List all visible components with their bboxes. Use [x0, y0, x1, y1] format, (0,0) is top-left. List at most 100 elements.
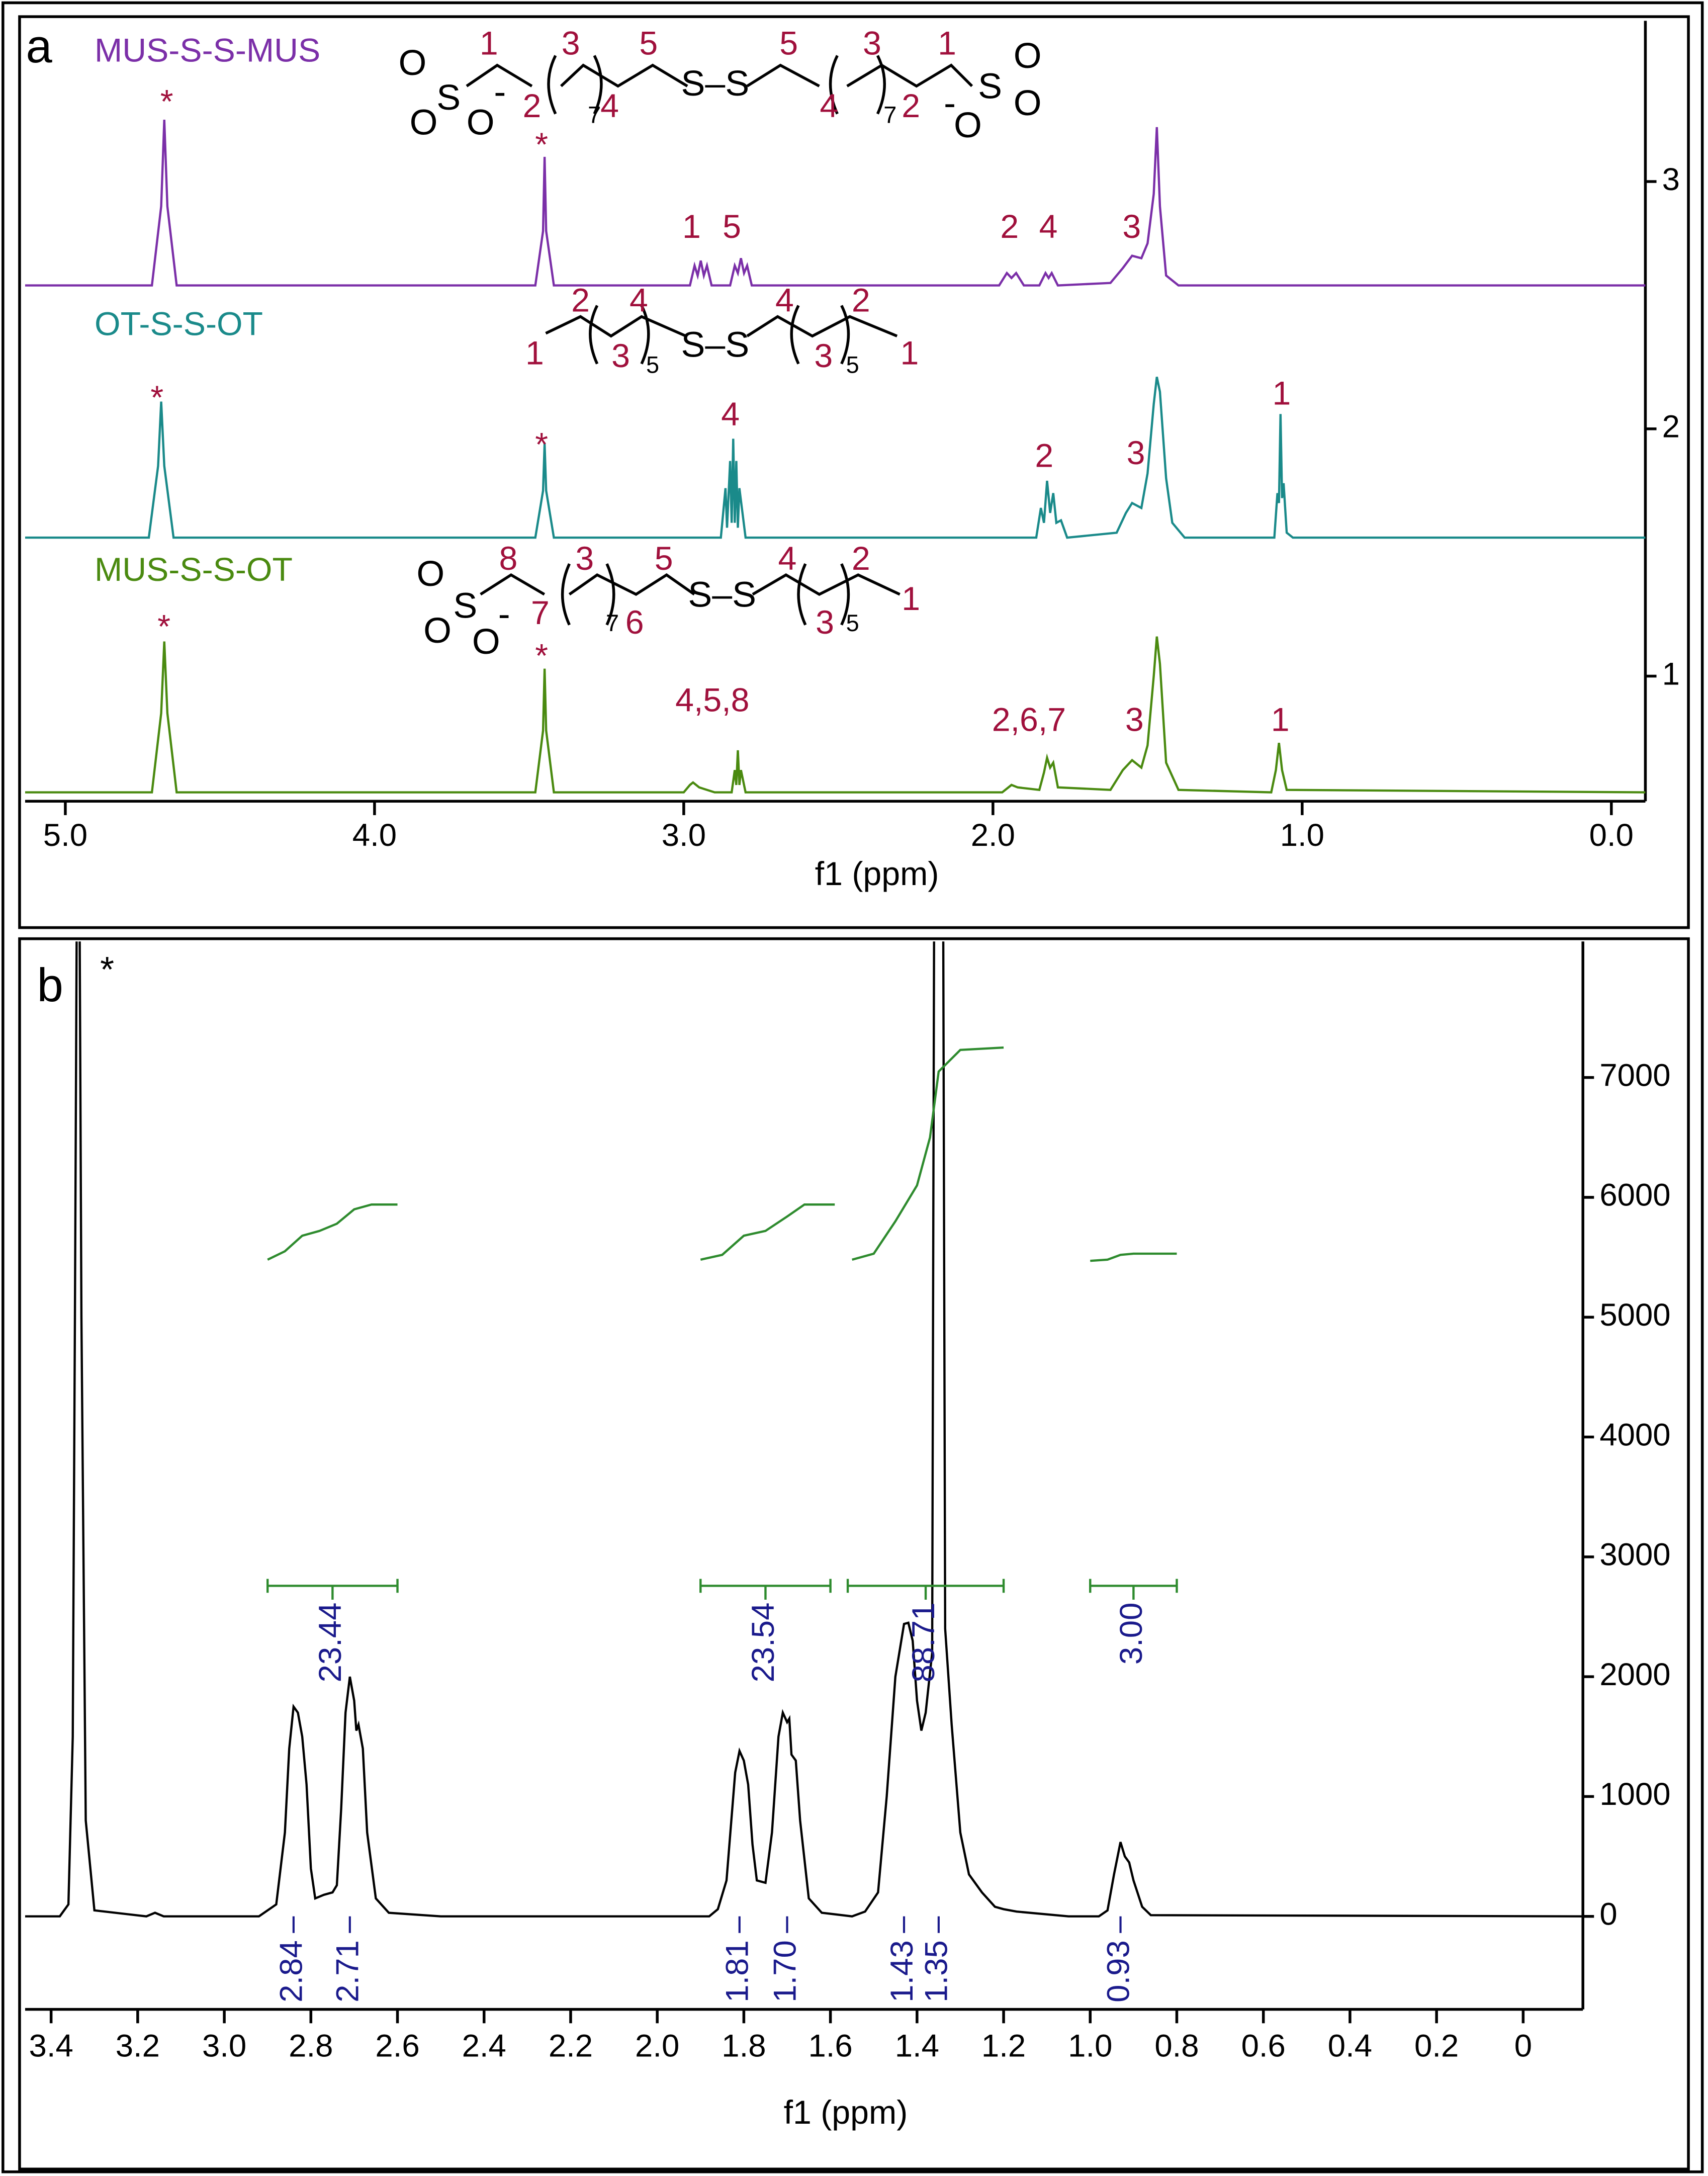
structure-label: O — [954, 105, 982, 145]
structure-label: 4 — [778, 540, 797, 577]
structure-label: 4 — [600, 88, 619, 125]
structure-label: O — [410, 102, 438, 142]
y-tick-label: 1 — [1662, 656, 1680, 691]
x-tick-label: 3.4 — [29, 2029, 73, 2064]
bond — [466, 63, 533, 88]
structure-label: 1 — [480, 25, 498, 62]
structure-label: 3 — [814, 337, 833, 375]
x-tick-label: 0 — [1514, 2029, 1532, 2064]
peak-annotation: * — [535, 126, 548, 163]
peak-annotation: 1 — [682, 208, 701, 245]
y-tick-label: 2 — [1662, 409, 1680, 445]
structure-label: S — [453, 585, 477, 626]
integral-label: 23.44 — [313, 1603, 348, 1683]
structure-label: - — [498, 594, 510, 634]
x-tick-label: 2.0 — [635, 2029, 679, 2064]
structure-label: O — [472, 622, 500, 662]
y-tick-label: 6000 — [1599, 1178, 1670, 1213]
x-tick-label: 3.0 — [662, 818, 706, 853]
peak-annotation: 1 — [1271, 701, 1290, 738]
integral-bracket — [699, 1579, 832, 1600]
structure-label: 5 — [655, 540, 673, 577]
series-label: OT-S-S-OT — [95, 305, 263, 342]
plot-area — [25, 120, 1646, 794]
panel-a-frame — [18, 15, 1690, 929]
x-tick-label: 1.4 — [895, 2029, 939, 2064]
structure-label: 1 — [525, 334, 544, 372]
peak-label: 1.35 — [919, 1940, 954, 2003]
spectrum-line — [25, 941, 1583, 1918]
y-tick-label: 3 — [1662, 162, 1680, 197]
x-tick-label: 1.0 — [1280, 818, 1324, 853]
structure-label: 5 — [639, 25, 658, 62]
structure-label: 1 — [901, 334, 919, 372]
structure-label: S — [436, 77, 461, 118]
y-tick-label: 5000 — [1599, 1297, 1670, 1333]
structure-label: 7 — [606, 610, 619, 636]
x-tick-label: 1.0 — [1068, 2029, 1112, 2064]
structure-label: 7 — [883, 102, 896, 128]
peak-label: 1.81 — [720, 1940, 755, 2003]
bracket — [561, 563, 850, 626]
structure-label: 5 — [779, 25, 798, 62]
bracket — [547, 55, 886, 115]
integral-label: 88.71 — [906, 1603, 941, 1683]
peak-label: 1.70 — [767, 1940, 802, 2003]
integral-label: 3.00 — [1114, 1603, 1149, 1665]
peak-annotation: 3 — [1125, 701, 1144, 738]
x-tick-label: 4.0 — [352, 818, 397, 853]
structure-label: 3 — [611, 337, 630, 375]
peak-label: 1.43 — [884, 1940, 920, 2003]
peak-annotation: 4 — [1039, 208, 1058, 245]
integral-bracket — [1089, 1579, 1178, 1600]
structure-label: O — [416, 554, 444, 594]
peak-annotation: 4 — [721, 396, 740, 433]
structure-label: 6 — [625, 604, 644, 641]
x-axis-label: f1 (ppm) — [815, 855, 939, 893]
x-tick-label: 5.0 — [43, 818, 87, 853]
peak-annotation: * — [535, 637, 548, 674]
y-tick-label: 0 — [1599, 1897, 1617, 1932]
bond — [545, 315, 687, 338]
peak-annotation: * — [535, 426, 548, 464]
peak-annotation: * — [157, 608, 170, 645]
structure-label: 7 — [531, 594, 550, 632]
peak-annotation: 3 — [1127, 434, 1145, 472]
integral-curve — [267, 1203, 398, 1261]
peak-annotation: 5 — [723, 208, 741, 245]
x-tick-label: 2.4 — [462, 2029, 506, 2064]
peak-annotation: 1 — [1273, 375, 1291, 412]
integral-label: 23.54 — [746, 1603, 781, 1683]
bond — [752, 573, 901, 596]
structure-label: 8 — [499, 540, 517, 577]
x-tick-label: 0.6 — [1241, 2029, 1286, 2064]
bond — [746, 63, 820, 88]
x-axis-label: f1 (ppm) — [784, 2094, 908, 2131]
peak-annotation: 3 — [1122, 208, 1141, 245]
bracket — [589, 305, 850, 365]
structure-label: 4 — [630, 282, 648, 319]
structure-label: 3 — [816, 604, 834, 641]
structure-label: - — [944, 83, 956, 123]
panel-b-frame — [18, 937, 1690, 2170]
structure-label: 5 — [846, 610, 859, 636]
peak-annotation: * — [150, 379, 163, 416]
structures — [466, 55, 973, 626]
peak-label: 2.71 — [330, 1940, 366, 2003]
structure-label: O — [1014, 36, 1042, 76]
spectrum-line — [25, 120, 1646, 287]
x-tick-label: 0.2 — [1414, 2029, 1459, 2064]
panel-label: a — [26, 20, 52, 72]
series-label: MUS-S-S-MUS — [95, 32, 320, 69]
structure-label: 2 — [852, 282, 870, 319]
structure-label: 1 — [902, 580, 920, 618]
bond — [568, 573, 695, 596]
bond — [480, 573, 546, 596]
x-tick-label: 0.8 — [1154, 2029, 1199, 2064]
integral-bracket — [846, 1579, 1005, 1600]
structure-label: 1 — [938, 25, 956, 62]
x-tick-label: 1.6 — [808, 2029, 852, 2064]
x-tick-label: 0.4 — [1328, 2029, 1372, 2064]
spectrum-line — [25, 377, 1646, 539]
